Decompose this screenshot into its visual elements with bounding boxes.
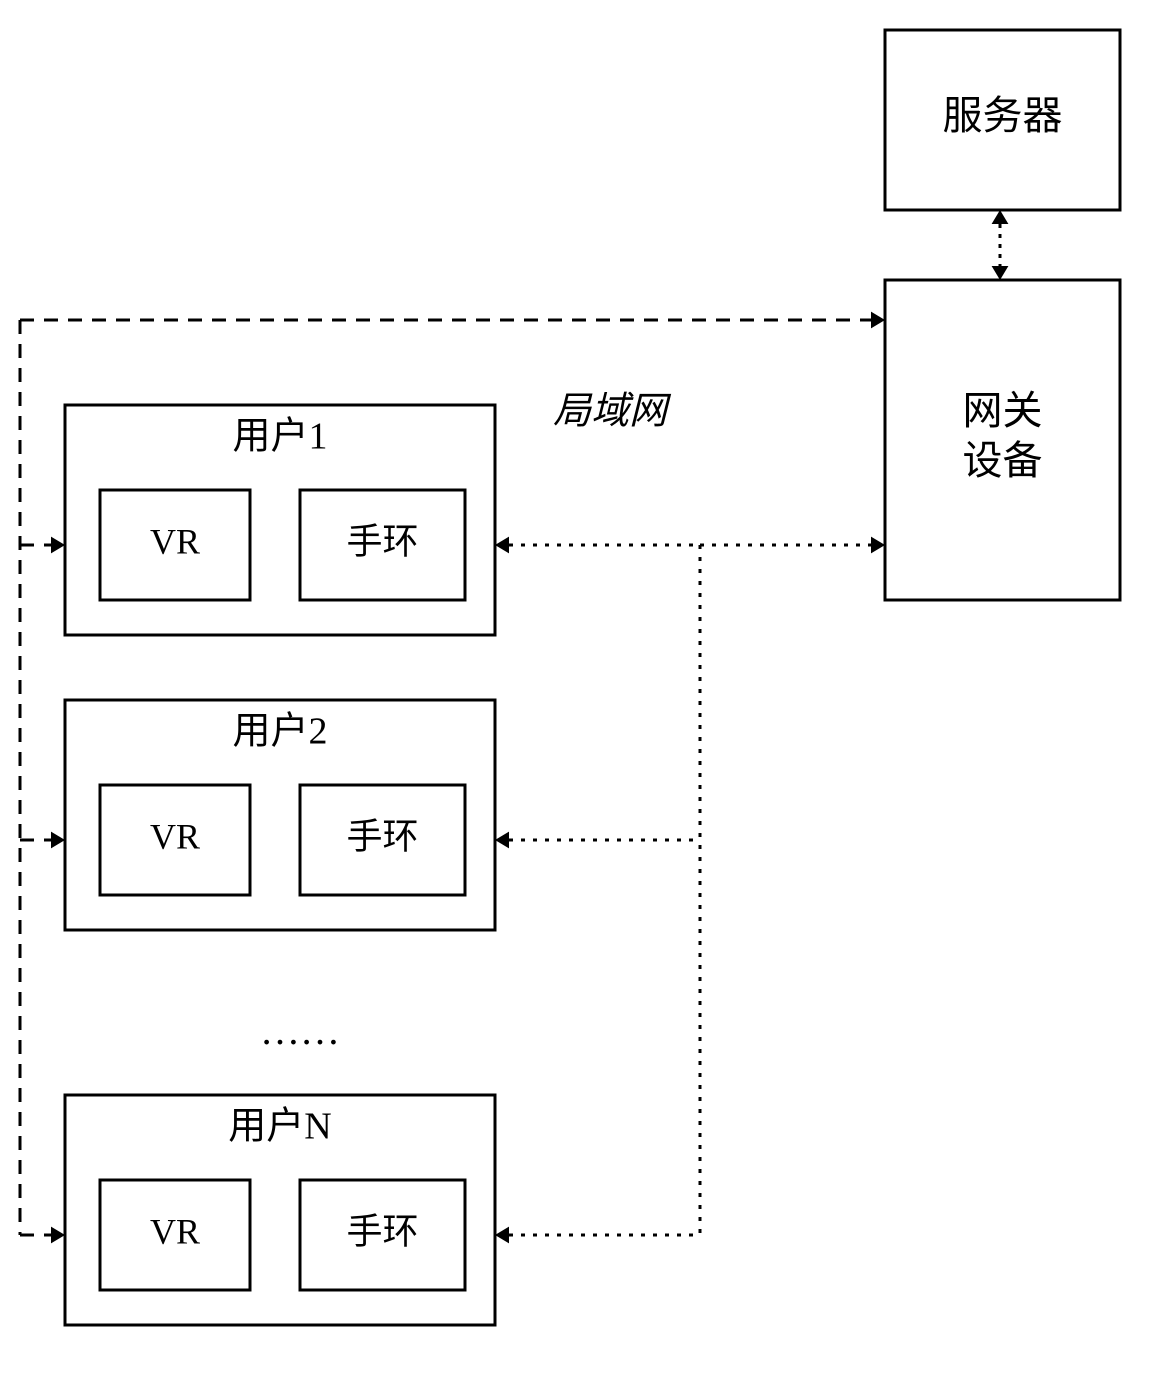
arrow-head [495, 537, 509, 554]
arrow-head [992, 210, 1009, 224]
arrow-head [992, 266, 1009, 280]
diagram-svg: 服务器网关设备局域网……用户1VR手环用户2VR手环用户NVR手环 [0, 0, 1153, 1391]
diagram-container: 服务器网关设备局域网……用户1VR手环用户2VR手环用户NVR手环 [0, 0, 1153, 1391]
arrow-head [51, 1227, 65, 1244]
band-label-1: 手环 [346, 521, 418, 561]
arrow-head [51, 537, 65, 554]
vr-label-3: VR [150, 1211, 200, 1251]
user-label-1: 用户1 [232, 416, 327, 458]
server-label: 服务器 [943, 93, 1063, 138]
arrow-head [495, 832, 509, 849]
vr-label-1: VR [150, 521, 200, 561]
gateway-label-2: 设备 [963, 438, 1043, 483]
user-label-3: 用户N [228, 1106, 331, 1148]
gateway-label-1: 网关 [963, 388, 1043, 433]
arrow-head [871, 312, 885, 329]
vr-label-2: VR [150, 816, 200, 856]
band-label-2: 手环 [346, 816, 418, 856]
lan-label: 局域网 [553, 391, 672, 433]
arrow-head [495, 1227, 509, 1244]
arrow-head [871, 537, 885, 554]
band-label-3: 手环 [346, 1211, 418, 1251]
arrow-head [51, 832, 65, 849]
ellipsis-label: …… [260, 1008, 340, 1053]
user-label-2: 用户2 [232, 711, 327, 753]
